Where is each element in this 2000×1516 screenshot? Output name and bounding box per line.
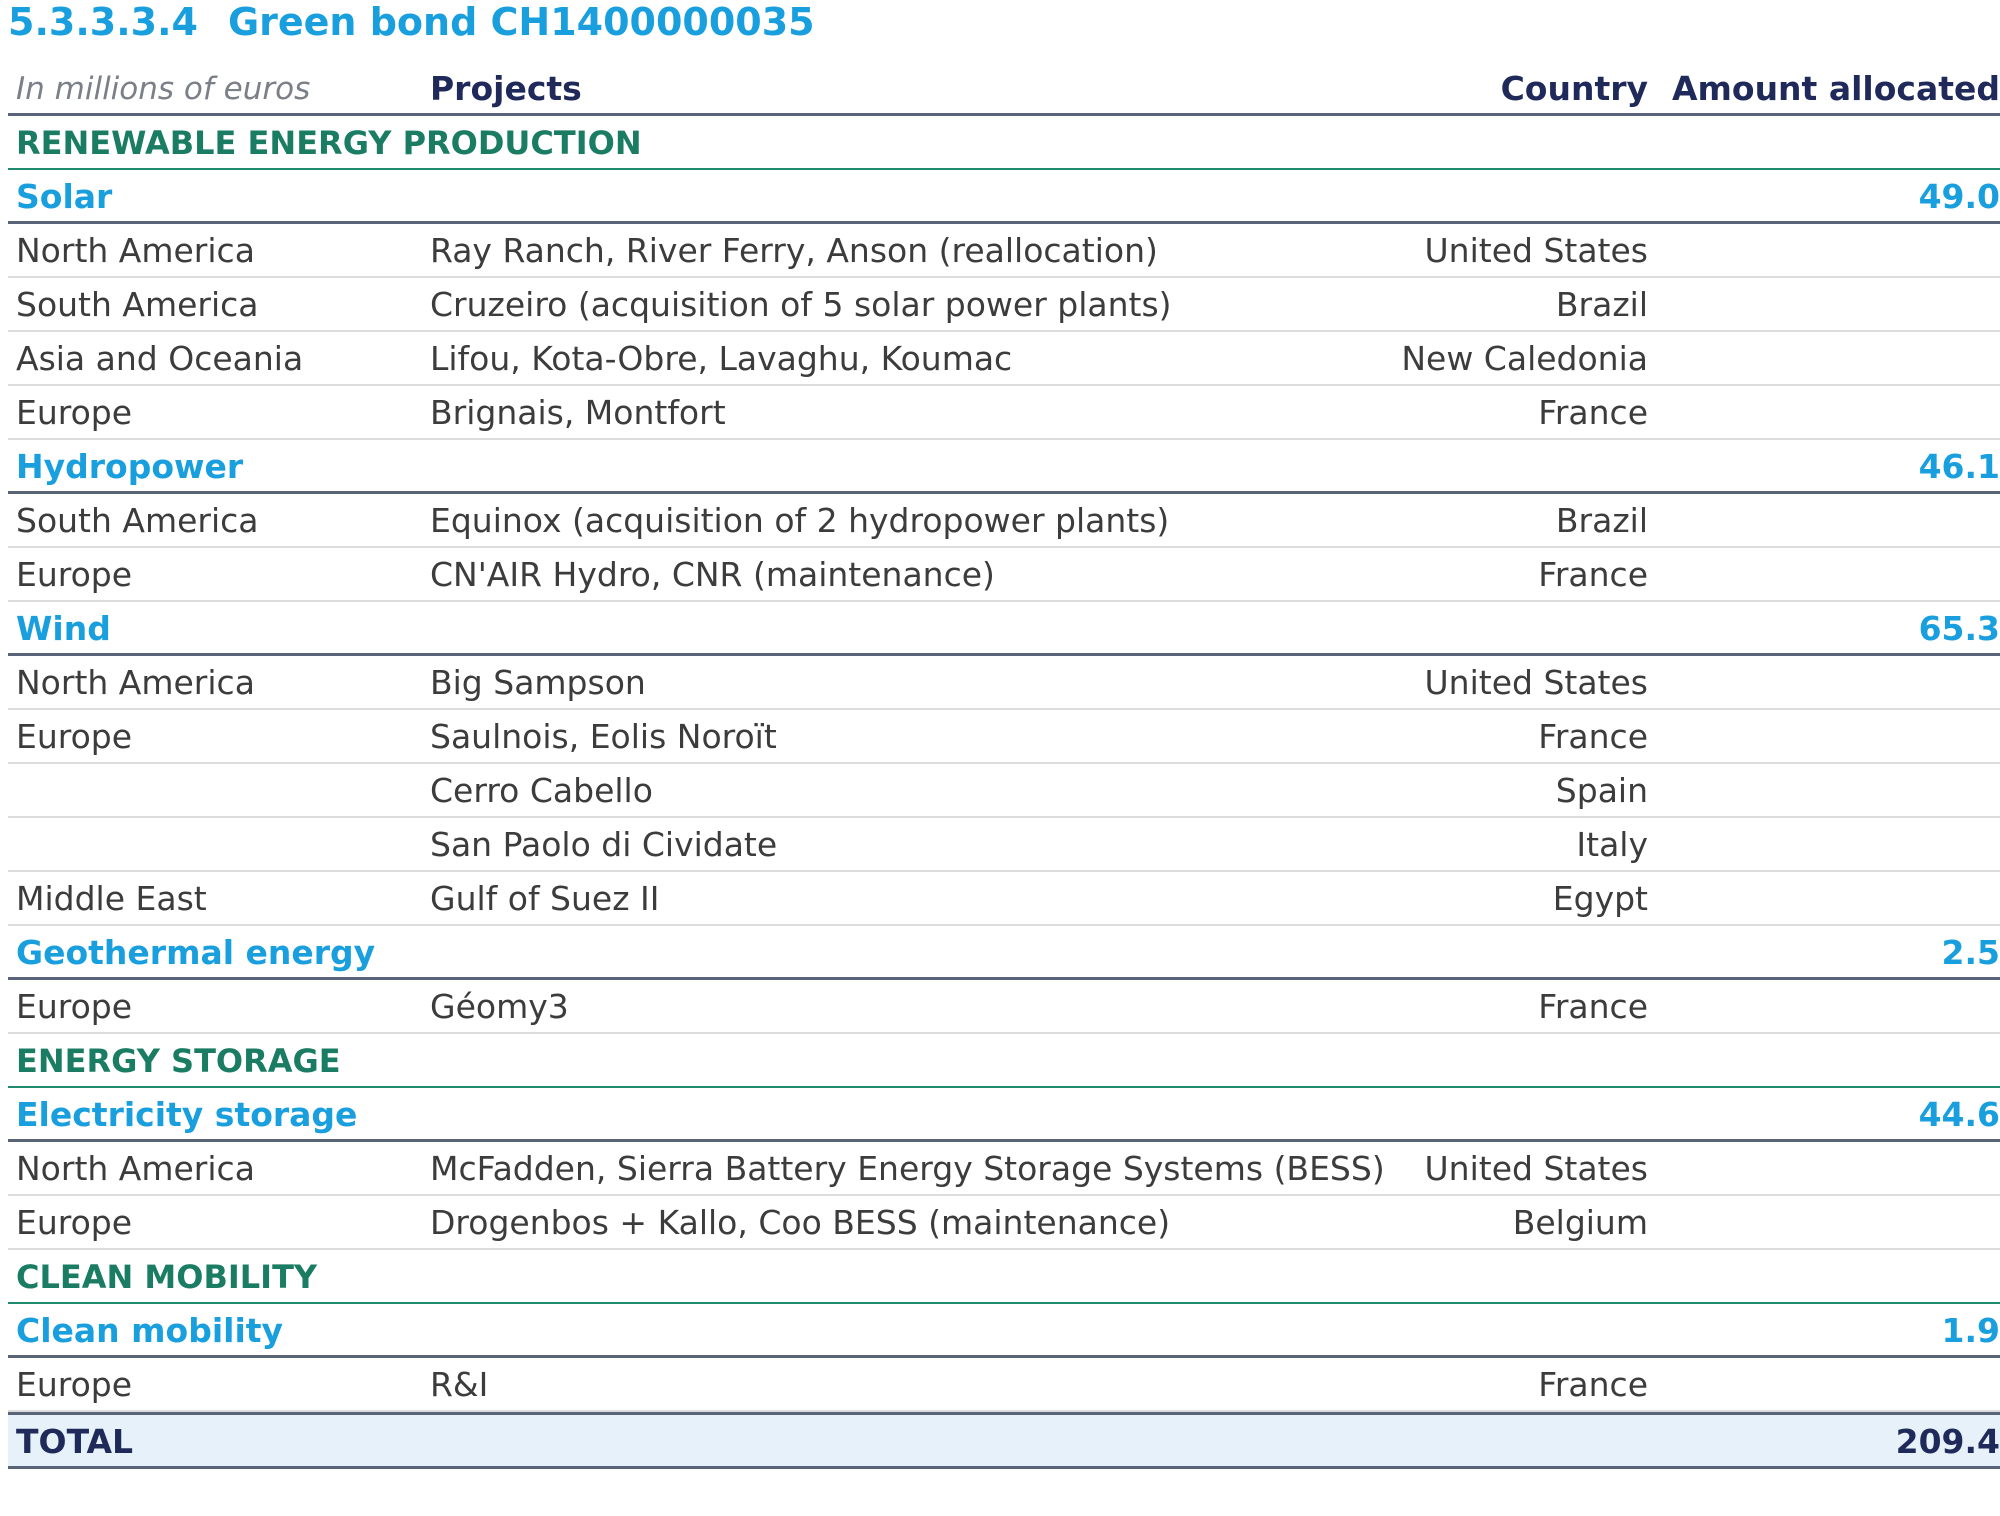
table-row: North America Big Sampson United States [8,656,2000,710]
region-cell: Europe [16,987,133,1026]
subcategory-label: Wind [16,609,111,648]
region-cell: South America [16,501,259,540]
region-cell: Europe [16,1203,133,1242]
subcategory-clean-mobility: Clean mobility 1.9 [8,1304,2000,1358]
country-cell: United States [1424,1149,1648,1188]
country-header: Country [1500,69,1648,108]
project-cell: R&I [430,1365,489,1404]
subcategory-label: Solar [16,177,113,216]
table-row: Europe Géomy3 France [8,980,2000,1034]
region-cell: South America [16,285,259,324]
region-cell: North America [16,663,255,702]
project-cell: Lifou, Kota-Obre, Lavaghu, Koumac [430,339,1013,378]
project-cell: Géomy3 [430,987,569,1026]
project-cell: Cruzeiro (acquisition of 5 solar power p… [430,285,1172,324]
country-cell: France [1538,987,1648,1026]
section-title: 5.3.3.3.4 Green bond CH1400000035 [8,0,815,44]
table-row: Asia and Oceania Lifou, Kota-Obre, Lavag… [8,332,2000,386]
region-cell: Europe [16,555,133,594]
total-amount: 209.4 [1895,1422,2000,1461]
region-cell: North America [16,231,255,270]
table-row: San Paolo di Cividate Italy [8,818,2000,872]
subcategory-amount: 2.5 [1941,933,2000,972]
category-label: ENERGY STORAGE [16,1042,341,1080]
country-cell: Spain [1555,771,1648,810]
project-cell: Ray Ranch, River Ferry, Anson (reallocat… [430,231,1158,270]
table-row: Europe CN'AIR Hydro, CNR (maintenance) F… [8,548,2000,602]
region-cell: Europe [16,717,133,756]
table-row: North America Ray Ranch, River Ferry, An… [8,224,2000,278]
country-cell: New Caledonia [1401,339,1648,378]
project-cell: Brignais, Montfort [430,393,726,432]
subcategory-amount: 65.3 [1918,609,2000,648]
units-label: In millions of euros [16,71,311,107]
subcategory-label: Geothermal energy [16,933,376,972]
subcategory-hydropower: Hydropower 46.1 [8,440,2000,494]
subcategory-amount: 49.0 [1918,177,2000,216]
project-cell: Big Sampson [430,663,646,702]
country-cell: Italy [1576,825,1648,864]
project-cell: Gulf of Suez II [430,879,660,918]
project-cell: Equinox (acquisition of 2 hydropower pla… [430,501,1170,540]
project-cell: San Paolo di Cividate [430,825,778,864]
table-row: Europe Drogenbos + Kallo, Coo BESS (main… [8,1196,2000,1250]
total-label: TOTAL [16,1422,134,1461]
country-cell: United States [1424,231,1648,270]
category-energy-storage: ENERGY STORAGE [8,1034,2000,1088]
subcategory-amount: 46.1 [1918,447,2000,486]
project-cell: Saulnois, Eolis Noroït [430,717,777,756]
subcategory-label: Electricity storage [16,1095,358,1134]
country-cell: France [1538,1365,1648,1404]
region-cell: North America [16,1149,255,1188]
project-cell: Drogenbos + Kallo, Coo BESS (maintenance… [430,1203,1171,1242]
table-row: Middle East Gulf of Suez II Egypt [8,872,2000,926]
country-cell: France [1538,393,1648,432]
table-row: Europe R&I France [8,1358,2000,1412]
country-cell: Brazil [1555,501,1648,540]
category-renewable: RENEWABLE ENERGY PRODUCTION [8,116,2000,170]
amount-header: Amount allocated [1671,69,2000,108]
table-row: Europe Brignais, Montfort France [8,386,2000,440]
green-bond-table: In millions of euros Projects Country Am… [8,62,2000,1469]
table-row: Cerro Cabello Spain [8,764,2000,818]
country-cell: Egypt [1552,879,1648,918]
table-row: Europe Saulnois, Eolis Noroït France [8,710,2000,764]
country-cell: France [1538,555,1648,594]
country-cell: United States [1424,663,1648,702]
region-cell: Middle East [16,879,207,918]
category-label: CLEAN MOBILITY [16,1258,318,1296]
country-cell: Brazil [1555,285,1648,324]
table-header: In millions of euros Projects Country Am… [8,62,2000,116]
region-cell: Asia and Oceania [16,339,304,378]
subcategory-wind: Wind 65.3 [8,602,2000,656]
subcategory-electricity-storage: Electricity storage 44.6 [8,1088,2000,1142]
project-cell: Cerro Cabello [430,771,653,810]
category-clean-mobility: CLEAN MOBILITY [8,1250,2000,1304]
subcategory-solar: Solar 49.0 [8,170,2000,224]
total-row: TOTAL 209.4 [8,1412,2000,1469]
country-cell: France [1538,717,1648,756]
subcategory-label: Hydropower [16,447,244,486]
subcategory-amount: 44.6 [1918,1095,2000,1134]
region-cell: Europe [16,393,133,432]
country-cell: Belgium [1512,1203,1648,1242]
subcategory-geothermal: Geothermal energy 2.5 [8,926,2000,980]
section-heading: Green bond CH1400000035 [227,0,815,44]
region-cell: Europe [16,1365,133,1404]
table-row: North America McFadden, Sierra Battery E… [8,1142,2000,1196]
table-row: South America Equinox (acquisition of 2 … [8,494,2000,548]
project-cell: McFadden, Sierra Battery Energy Storage … [430,1149,1385,1188]
category-label: RENEWABLE ENERGY PRODUCTION [16,124,642,162]
section-number: 5.3.3.3.4 [8,0,198,44]
projects-header: Projects [430,69,582,108]
project-cell: CN'AIR Hydro, CNR (maintenance) [430,555,995,594]
subcategory-amount: 1.9 [1941,1311,2000,1350]
table-row: South America Cruzeiro (acquisition of 5… [8,278,2000,332]
subcategory-label: Clean mobility [16,1311,284,1350]
